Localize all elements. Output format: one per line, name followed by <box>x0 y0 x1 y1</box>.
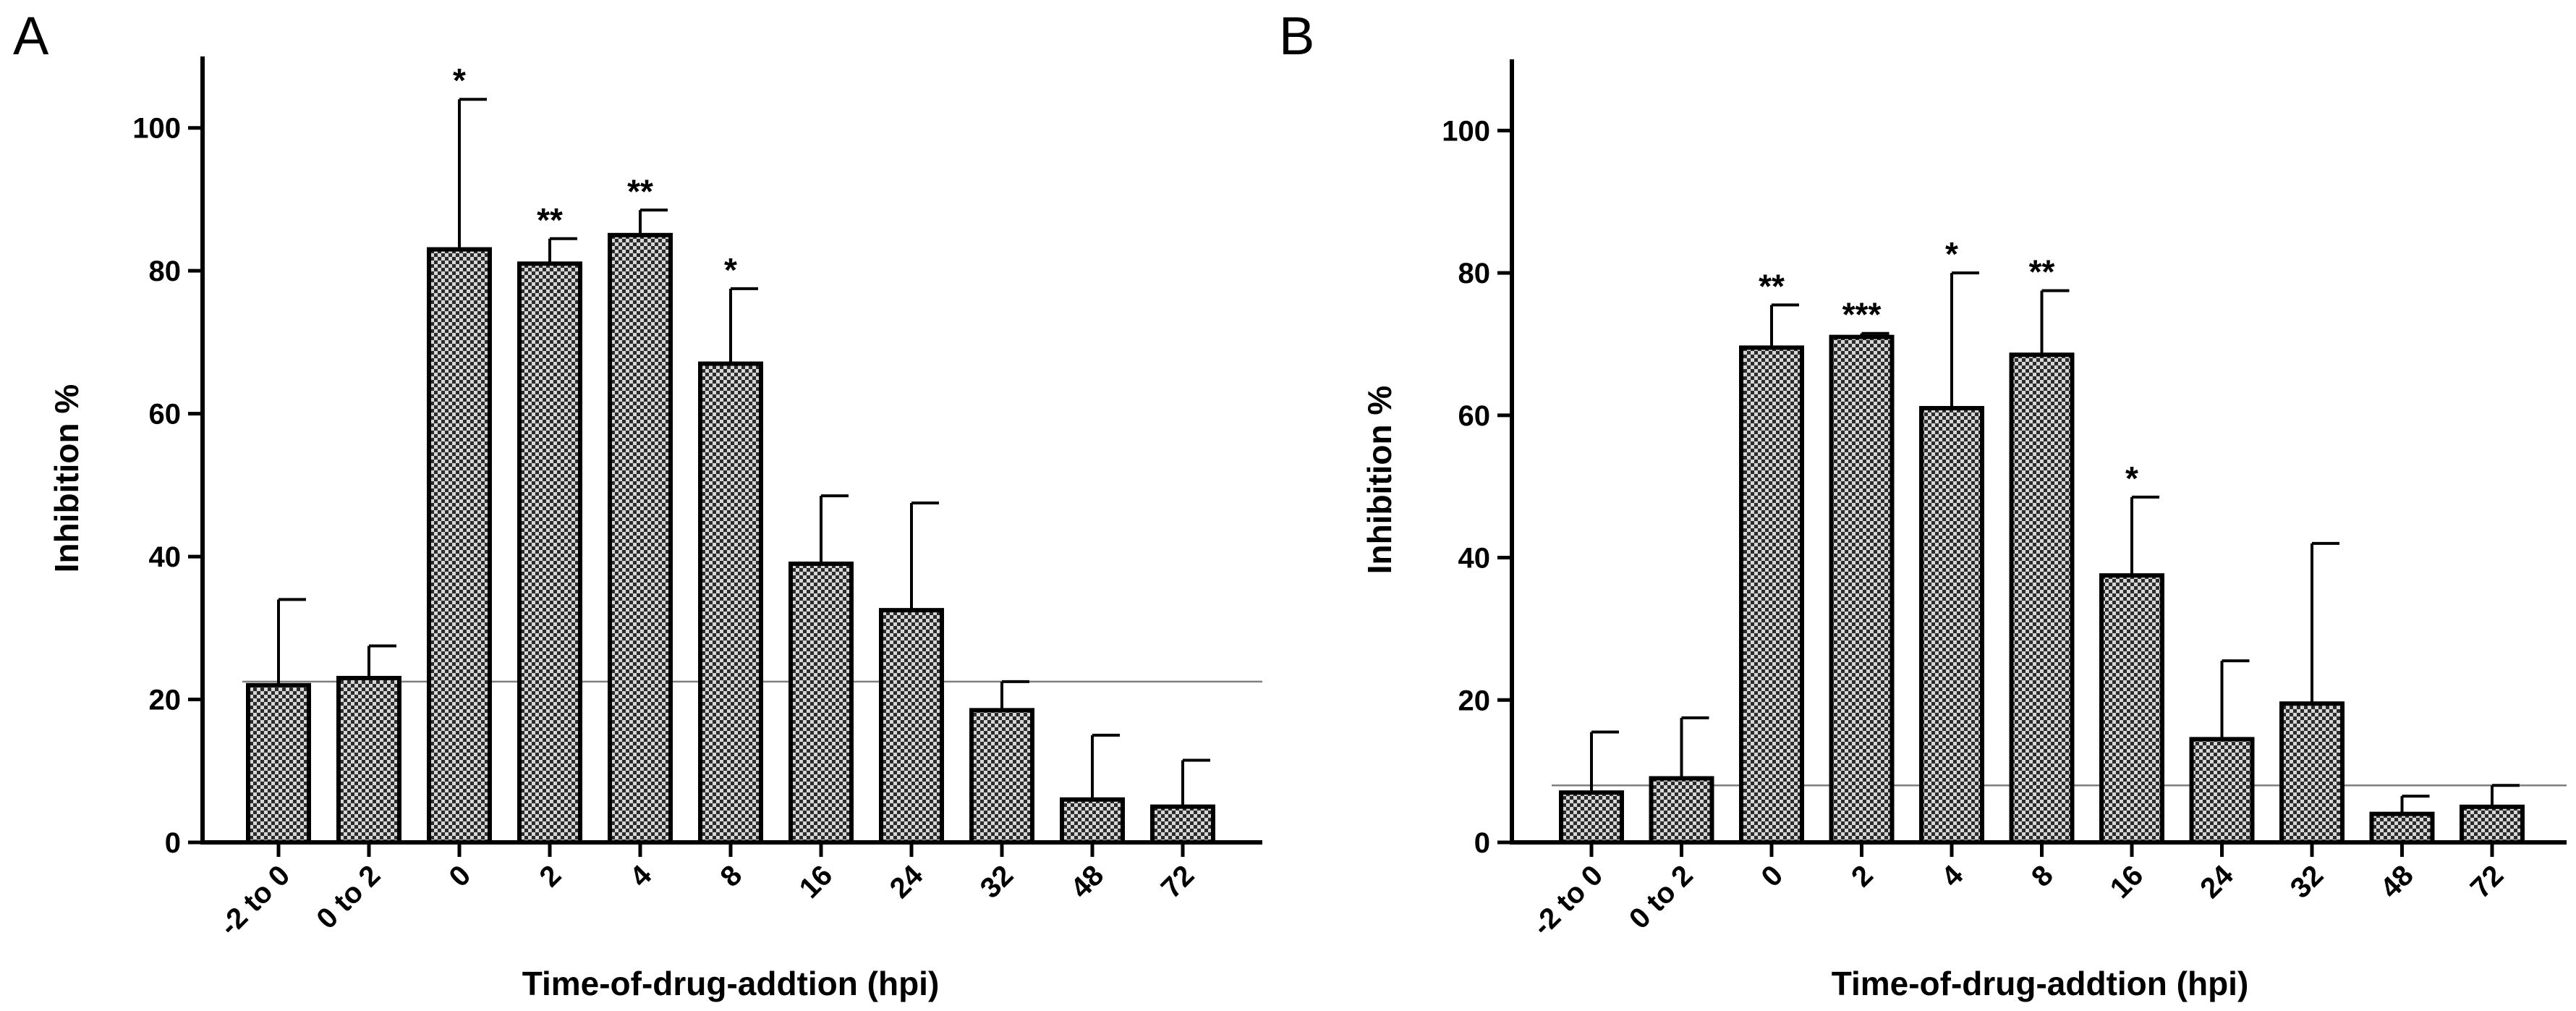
bar <box>2189 737 2255 845</box>
bar <box>1829 334 1895 845</box>
x-tick-label: -2 to 0 <box>1526 859 1609 942</box>
y-tick-label: 100 <box>132 113 181 145</box>
x-tick-label: 0 to 2 <box>310 859 386 935</box>
y-tick-label: 100 <box>1442 115 1490 147</box>
y-tick-label: 80 <box>1458 258 1491 289</box>
significance-label: ** <box>627 172 653 210</box>
y-axis-title: Inhibition % <box>1361 386 1398 575</box>
x-tick-label: 16 <box>794 859 839 905</box>
x-axis-title: Time-of-drug-addtion (hpi) <box>522 965 940 1002</box>
y-tick-label: 20 <box>1458 685 1491 716</box>
x-tick-label: 8 <box>715 859 749 893</box>
bar <box>879 608 944 845</box>
x-tick-label: 32 <box>974 859 1020 905</box>
x-tick-label: 0 <box>443 859 477 893</box>
y-axis-title: Inhibition % <box>48 384 85 573</box>
x-axis-title: Time-of-drug-addtion (hpi) <box>1832 965 2249 1002</box>
bar <box>788 561 854 845</box>
bar <box>2279 701 2345 845</box>
significance-label: * <box>453 62 466 99</box>
x-tick-label: 32 <box>2284 859 2330 905</box>
bar <box>1649 776 1714 845</box>
y-tick-label: 0 <box>1474 827 1490 859</box>
x-tick-label: 48 <box>1065 859 1110 905</box>
bar <box>2460 804 2525 845</box>
significance-label: * <box>2125 460 2138 497</box>
y-tick-label: 60 <box>149 399 182 431</box>
y-tick-label: 60 <box>1458 400 1491 432</box>
y-tick-label: 0 <box>165 827 181 859</box>
x-tick-label: 72 <box>2465 859 2510 905</box>
x-tick-label: 72 <box>1155 859 1201 905</box>
y-tick-label: 80 <box>149 255 182 287</box>
bar <box>2369 811 2435 845</box>
bar <box>1060 797 1125 845</box>
bar <box>1150 804 1215 845</box>
bar <box>1559 790 1624 845</box>
significance-label: ** <box>2029 253 2055 291</box>
significance-label: *** <box>1842 296 1882 334</box>
y-tick-label: 40 <box>1458 543 1491 575</box>
bar <box>969 708 1034 845</box>
x-tick-label: 0 <box>1756 859 1790 893</box>
bar <box>1739 345 1804 845</box>
bar <box>1919 405 1984 845</box>
bar <box>336 675 401 845</box>
x-tick-label: 24 <box>2194 859 2240 905</box>
x-tick-label: 0 to 2 <box>1623 859 1699 935</box>
bar <box>2099 573 2164 845</box>
x-tick-label: 2 <box>534 859 568 893</box>
y-tick-label: 20 <box>149 685 182 716</box>
bar <box>246 682 311 845</box>
bar <box>698 361 763 845</box>
x-tick-label: 48 <box>2374 859 2420 905</box>
x-tick-label: 16 <box>2104 859 2150 905</box>
x-tick-label: 4 <box>1936 859 1970 893</box>
x-tick-label: 2 <box>1845 859 1879 893</box>
significance-label: ** <box>1759 267 1785 305</box>
x-tick-label: 24 <box>884 859 930 905</box>
panel-letter: A <box>13 6 49 66</box>
bar <box>427 247 492 845</box>
y-tick-label: 40 <box>149 541 182 573</box>
bar <box>2009 352 2075 845</box>
x-tick-label: 4 <box>624 859 658 893</box>
x-tick-label: -2 to 0 <box>213 859 296 942</box>
x-tick-label: 8 <box>2025 859 2059 893</box>
significance-label: * <box>1945 235 1958 273</box>
significance-label: * <box>724 251 737 289</box>
bar <box>517 261 582 845</box>
panel-letter: B <box>1279 6 1314 66</box>
bar <box>608 232 673 845</box>
significance-label: ** <box>537 201 563 239</box>
